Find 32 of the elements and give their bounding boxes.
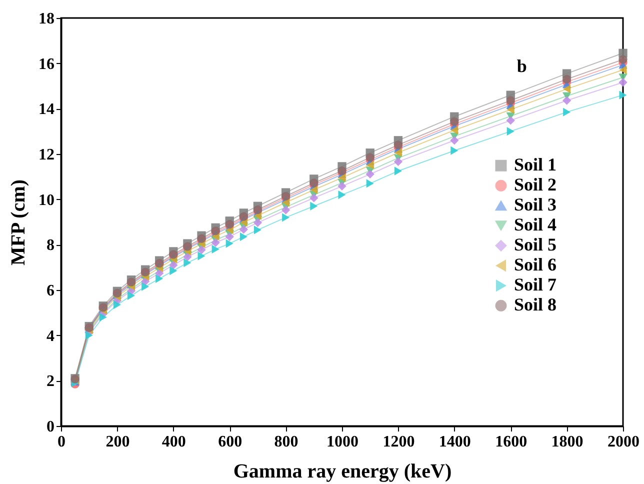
y-tick-label: 6 [46, 282, 54, 300]
x-tick-label: 1200 [382, 434, 415, 450]
y-tick-label: 8 [46, 237, 54, 254]
y-tick-label: 14 [38, 101, 54, 118]
x-tick-label: 600 [218, 434, 242, 450]
y-tick-label: 10 [38, 192, 54, 209]
x-tick-label: 800 [274, 434, 298, 450]
legend-label: Soil 2 [514, 174, 557, 195]
y-tick-label: 2 [46, 373, 54, 390]
y-tick-label: 0 [46, 418, 54, 436]
x-tick-label: 200 [106, 434, 130, 450]
y-tick-label: 12 [38, 146, 54, 164]
legend-label: Soil 1 [514, 154, 557, 175]
legend-label: Soil 3 [514, 194, 557, 215]
x-tick-label: 1800 [551, 434, 584, 450]
y-tick-label: 18 [38, 10, 54, 28]
legend-label: Soil 5 [514, 234, 557, 255]
annotation: b [516, 56, 527, 76]
y-axis-title: MFP (cm) [8, 179, 30, 266]
legend-label: Soil 4 [514, 214, 557, 235]
y-tick-label: 4 [46, 328, 54, 345]
x-tick-label: 1400 [438, 434, 471, 450]
x-tick-label: 0 [58, 434, 66, 450]
legend-label: Soil 8 [514, 294, 557, 315]
y-tick-label: 16 [38, 56, 54, 73]
x-tick-label: 400 [162, 434, 186, 450]
x-axis-title: Gamma ray energy (keV) [233, 460, 452, 482]
legend-label: Soil 6 [514, 254, 557, 275]
x-tick-label: 1000 [326, 434, 358, 450]
x-tick-label: 2000 [608, 434, 640, 450]
x-tick-label: 1600 [495, 434, 528, 450]
legend-label: Soil 7 [514, 274, 557, 295]
